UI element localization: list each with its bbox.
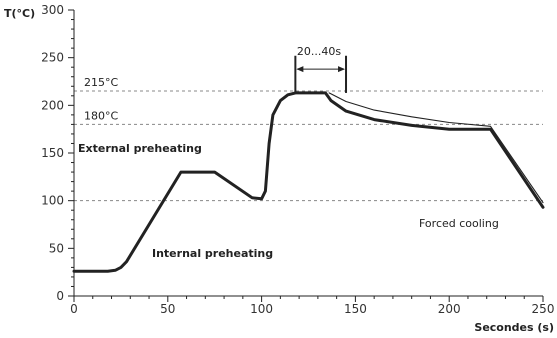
annotation-forced-cooling: Forced cooling [419,217,499,230]
y-tick-label: 300 [41,3,64,17]
x-axis-title: Secondes (s) [474,321,554,334]
annotation-internal-preheating: Internal preheating [152,247,273,260]
x-tick-label: 250 [532,302,555,316]
x-tick-label: 150 [344,302,367,316]
annotations [294,55,348,93]
x-tick-label: 100 [250,302,273,316]
interval-arrowhead-left [296,66,304,73]
interval-arrowhead-right [338,66,346,73]
series [72,91,545,273]
y-tick-label: 100 [41,194,64,208]
x-tick-label: 50 [160,302,175,316]
y-tick-label: 200 [41,98,64,112]
reference-line-label: 215°C [84,76,118,89]
x-tick-label: 200 [438,302,461,316]
x-tick-label: 0 [70,302,78,316]
y-tick-label: 0 [56,289,64,303]
axes: 0 50 100 150 200 250 300 0 50 100 150 200 250 [41,3,554,316]
annotation-external-preheating: External preheating [78,142,202,155]
y-axis-title: T(°C) [4,7,35,20]
y-tick-label: 250 [41,51,64,65]
annotation-interval: 20...40s [297,45,341,58]
reference-lines: 215°C 180°C [74,76,543,202]
y-tick-label: 150 [41,146,64,160]
y-tick-label: 50 [49,241,64,255]
reference-line-label: 180°C [84,109,118,122]
temperature-profile-secondary-line [328,92,544,204]
temperature-profile-line [72,91,545,273]
